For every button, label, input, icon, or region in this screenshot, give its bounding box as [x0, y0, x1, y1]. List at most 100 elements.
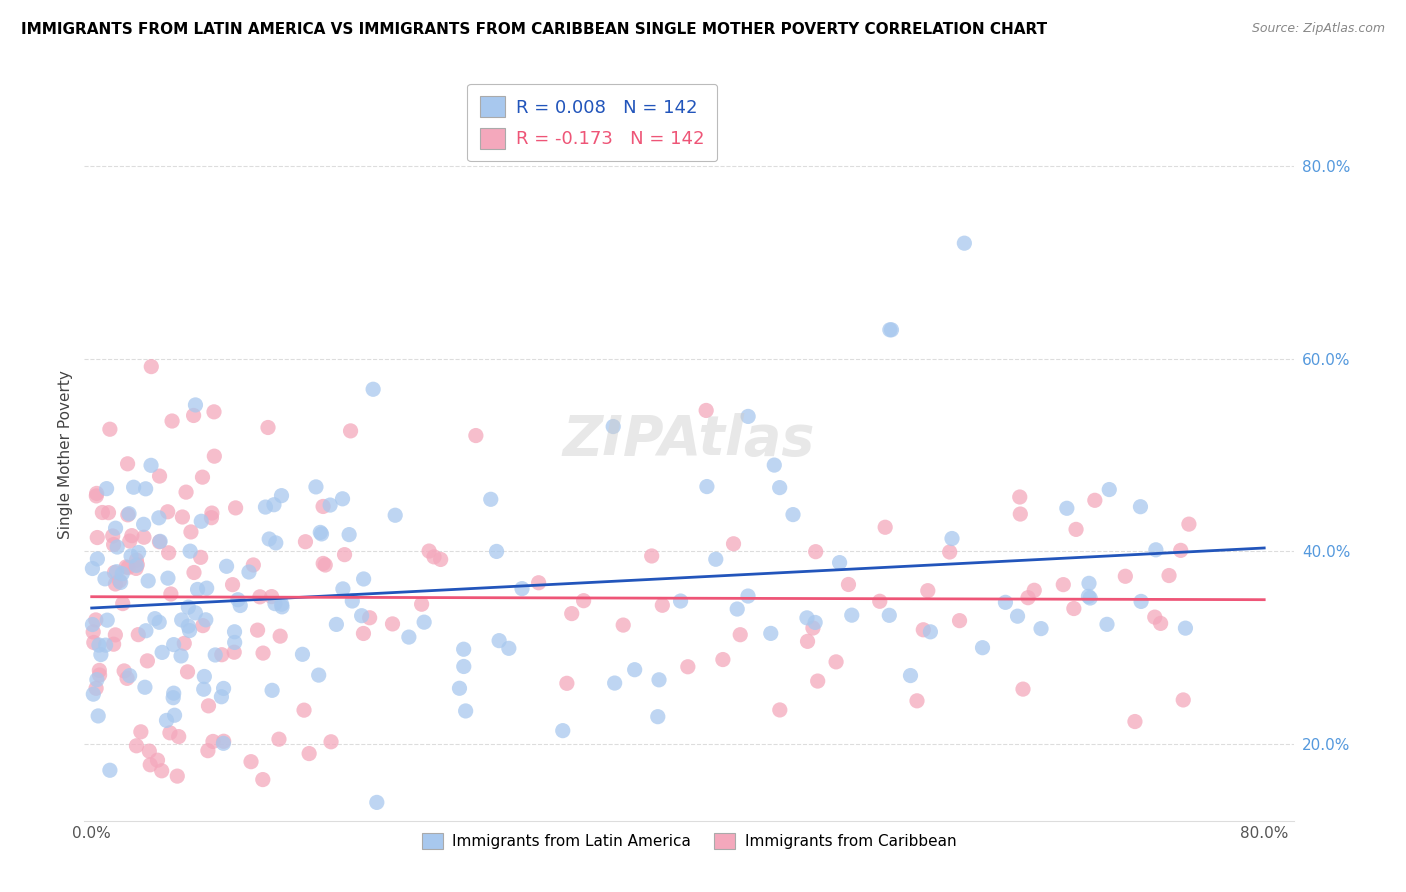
- Point: [86, 486, 108, 500]
- Point: [612, 618, 634, 632]
- Point: [221, 577, 243, 591]
- Point: [121, 528, 143, 542]
- Point: [972, 640, 994, 655]
- Point: [292, 703, 315, 717]
- Point: [350, 608, 373, 623]
- Point: [429, 552, 451, 566]
- Point: [488, 633, 510, 648]
- Point: [352, 626, 374, 640]
- Point: [647, 709, 669, 723]
- Point: [212, 736, 235, 750]
- Point: [1098, 483, 1121, 497]
- Point: [804, 544, 827, 558]
- Point: [384, 508, 406, 523]
- Point: [240, 755, 263, 769]
- Point: [311, 527, 333, 541]
- Point: [148, 469, 170, 483]
- Point: [1008, 490, 1031, 504]
- Point: [194, 613, 217, 627]
- Point: [229, 599, 252, 613]
- Point: [342, 594, 364, 608]
- Point: [160, 414, 183, 428]
- Point: [202, 405, 225, 419]
- Point: [170, 648, 193, 663]
- Point: [1173, 693, 1195, 707]
- Point: [191, 470, 214, 484]
- Point: [122, 480, 145, 494]
- Point: [841, 608, 863, 623]
- Text: Source: ZipAtlas.com: Source: ZipAtlas.com: [1251, 22, 1385, 36]
- Point: [332, 582, 354, 596]
- Point: [155, 714, 177, 728]
- Point: [143, 612, 166, 626]
- Point: [118, 668, 141, 682]
- Point: [1007, 609, 1029, 624]
- Point: [676, 659, 699, 673]
- Point: [146, 753, 169, 767]
- Point: [105, 540, 128, 554]
- Point: [167, 730, 190, 744]
- Point: [174, 485, 197, 500]
- Point: [648, 673, 671, 687]
- Point: [725, 602, 748, 616]
- Point: [869, 594, 891, 608]
- Point: [173, 636, 195, 650]
- Point: [96, 613, 118, 627]
- Point: [308, 668, 330, 682]
- Point: [1114, 569, 1136, 583]
- Point: [305, 480, 328, 494]
- Point: [86, 531, 108, 545]
- Point: [294, 534, 316, 549]
- Point: [1174, 621, 1197, 635]
- Point: [195, 581, 218, 595]
- Point: [190, 550, 212, 565]
- Point: [200, 510, 222, 524]
- Point: [804, 615, 827, 630]
- Point: [252, 772, 274, 787]
- Point: [337, 527, 360, 541]
- Point: [115, 560, 138, 574]
- Point: [1052, 577, 1074, 591]
- Point: [953, 236, 976, 251]
- Point: [215, 559, 238, 574]
- Point: [1084, 493, 1107, 508]
- Point: [190, 514, 212, 528]
- Point: [86, 489, 108, 503]
- Point: [104, 628, 127, 642]
- Point: [759, 626, 782, 640]
- Point: [224, 635, 246, 649]
- Point: [125, 561, 148, 575]
- Point: [1143, 610, 1166, 624]
- Point: [197, 698, 219, 713]
- Point: [103, 538, 125, 552]
- Point: [551, 723, 574, 738]
- Point: [148, 511, 170, 525]
- Point: [136, 654, 159, 668]
- Point: [1095, 617, 1118, 632]
- Point: [177, 619, 200, 633]
- Point: [104, 577, 127, 591]
- Point: [127, 558, 149, 572]
- Point: [86, 552, 108, 566]
- Point: [309, 525, 332, 540]
- Point: [453, 642, 475, 657]
- Point: [728, 628, 751, 642]
- Point: [807, 674, 830, 689]
- Point: [128, 545, 150, 559]
- Point: [423, 549, 446, 564]
- Point: [179, 544, 201, 558]
- Point: [267, 732, 290, 747]
- Point: [1024, 583, 1046, 598]
- Point: [828, 556, 851, 570]
- Point: [187, 582, 209, 597]
- Point: [150, 645, 173, 659]
- Point: [257, 420, 280, 434]
- Point: [1056, 501, 1078, 516]
- Point: [796, 611, 818, 625]
- Point: [238, 565, 260, 579]
- Point: [83, 635, 105, 649]
- Point: [108, 574, 131, 588]
- Point: [125, 739, 148, 753]
- Point: [920, 624, 942, 639]
- Point: [98, 422, 121, 436]
